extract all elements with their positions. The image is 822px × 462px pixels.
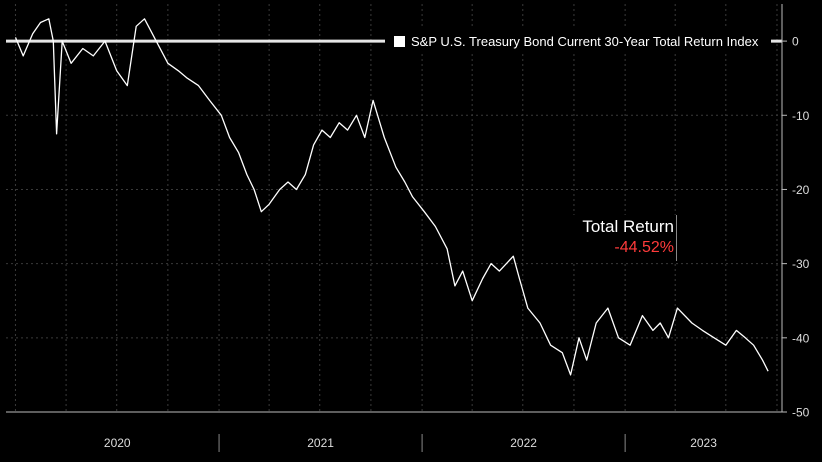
series-line <box>14 18 769 376</box>
legend-swatch <box>394 35 405 47</box>
y-tick-label: -20 <box>792 183 810 197</box>
legend-label: S&P U.S. Treasury Bond Current 30-Year T… <box>411 33 759 49</box>
y-tick-label: 0 <box>792 35 799 49</box>
x-tick-label: 2020 <box>104 436 131 450</box>
series-layer <box>14 18 769 376</box>
y-tick-label: -10 <box>792 109 810 123</box>
axes: 0 -10 -20 -30 -40 -50 2020 2021 2022 2023 <box>6 4 810 452</box>
y-tick-label: -40 <box>792 331 810 345</box>
y-tick-label: -50 <box>792 406 810 420</box>
grid-lines <box>6 4 782 413</box>
annotation-value: -44.52% <box>614 239 674 256</box>
x-tick-label: 2022 <box>510 436 537 450</box>
x-tick-label: 2021 <box>307 436 334 450</box>
x-tick-label: 2023 <box>690 436 717 450</box>
total-return-annotation: Total Return -44.52% <box>560 215 677 261</box>
annotation-title: Total Return <box>582 217 674 236</box>
legend: S&P U.S. Treasury Bond Current 30-Year T… <box>385 28 771 54</box>
y-tick-label: -30 <box>792 257 810 271</box>
